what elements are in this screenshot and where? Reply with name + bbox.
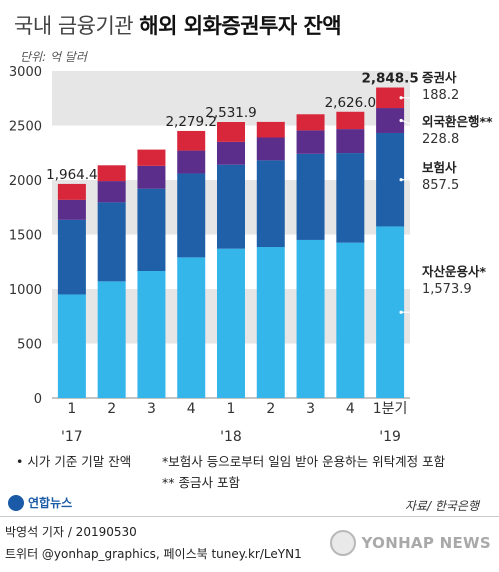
note-asterisk-2: ** 종금사 포함 [162, 475, 240, 490]
bar-segment [137, 149, 166, 166]
bar-segment [336, 111, 365, 130]
yonhap-logo-text: 연합뉴스 [28, 496, 73, 510]
yonhap-watermark-icon [329, 530, 356, 556]
year-label: '18 [220, 429, 242, 445]
legend-connector-dot [399, 310, 403, 314]
y-tick-label: 500 [17, 338, 42, 353]
bar-segment [296, 239, 325, 398]
bar-segment [137, 165, 166, 189]
y-tick-label: 1500 [9, 229, 42, 244]
bar-segment [336, 242, 365, 398]
bar-segment [336, 153, 365, 243]
legend-connector-dot [399, 96, 403, 100]
credit-line-2: 트위터 @yonhap_graphics, 페이스북 tuney.kr/LeYN… [5, 547, 302, 561]
bar-segment [177, 173, 206, 258]
x-tick-label: 1 [67, 401, 76, 417]
source: 자료/ 한국은행 [404, 499, 479, 513]
title-bold: 해외 외화증권투자 잔액 [139, 14, 342, 38]
bar-segment [97, 281, 126, 398]
bar-segment [57, 183, 86, 200]
footer-divider [0, 516, 499, 517]
legend-name: 외국환은행** [422, 114, 493, 129]
yonhap-watermark-text: YONHAP NEWS [361, 534, 491, 552]
bar-segment [97, 181, 126, 203]
legend-connector-dot [399, 178, 403, 182]
bar-segment [97, 202, 126, 282]
x-tick-label: 1분기 [373, 401, 408, 417]
bar-segment [57, 219, 86, 295]
bar-segment [296, 114, 325, 131]
bar-segment [217, 248, 245, 398]
bar-segment [256, 247, 285, 398]
title-light: 국내 금융기관 [14, 14, 134, 38]
legend-connector [401, 119, 419, 128]
bar-segment [296, 130, 325, 154]
x-tick-label: 4 [346, 401, 355, 417]
stacked-bar-chart: 0 500 1000 1500 2000 2500 3000 1 2 3 4 1 2 3 4 1분기 '17 '1… [9, 65, 493, 445]
y-tick-label: 2500 [9, 120, 42, 135]
note-left: • 시가 기준 기말 잔액 [16, 454, 132, 469]
yonhap-logo-icon [8, 494, 24, 511]
legend-name: 보험사 [422, 160, 457, 175]
bar-segment [177, 150, 206, 174]
x-tick-label: 2 [266, 401, 275, 417]
page-title: 국내 금융기관 해외 외화증권투자 잔액 [14, 10, 342, 40]
total-label: 2,531.9 [205, 105, 257, 121]
y-tick-label: 1000 [9, 283, 42, 298]
legend-name: 증권사 [422, 70, 457, 85]
credit-line-1: 박영석 기자 / 20190530 [5, 525, 137, 539]
bar-segment [376, 108, 405, 133]
legend-value: 1,573.9 [422, 282, 472, 297]
bar-segment [256, 121, 285, 138]
bar-segment [57, 199, 86, 220]
bar-segment [296, 153, 325, 240]
x-tick-label: 4 [187, 401, 196, 417]
yonhap-watermark: YONHAP NEWS [329, 530, 491, 556]
total-label: 2,848.5 [361, 71, 418, 87]
legend-value: 857.5 [422, 178, 459, 193]
bar-segment [376, 87, 405, 109]
legend-connector-dot [399, 118, 403, 123]
y-tick-label: 3000 [9, 65, 42, 80]
y-tick-label: 2000 [9, 174, 42, 189]
bar-segment [57, 294, 86, 398]
bar-segment [376, 226, 405, 398]
bar-segment [256, 137, 285, 161]
x-tick-label: 2 [107, 401, 116, 417]
yonhap-logo: 연합뉴스 [8, 494, 72, 511]
bar-segment [177, 130, 206, 151]
note-asterisk-1: *보험사 등으로부터 일임 받아 운용하는 위탁계정 포함 [162, 454, 446, 469]
legend-value: 228.8 [422, 132, 459, 147]
x-tick-label: 3 [306, 401, 315, 417]
bar-segment [217, 122, 245, 142]
x-tick-label: 1 [227, 401, 236, 417]
legend-name: 자산운용사* [422, 264, 487, 279]
legend-value: 188.2 [422, 88, 459, 103]
bar-segment [137, 271, 166, 398]
total-label: 2,626.0 [325, 95, 377, 111]
x-tick-label: 3 [147, 401, 156, 417]
bar-segment [177, 257, 206, 398]
note-right: *보험사 등으로부터 일임 받아 운용하는 위탁계정 포함 ** 종금사 포함 [162, 451, 445, 493]
bar-segment [97, 165, 126, 182]
bar-segment [256, 160, 285, 248]
bar-segment [376, 132, 405, 227]
bar-segment [137, 188, 166, 272]
y-tick-label: 0 [34, 392, 42, 407]
total-label: 1,964.4 [46, 167, 98, 183]
bar-segment [217, 164, 245, 249]
bar-segment [336, 129, 365, 154]
unit-label: 단위: 억 달러 [20, 50, 87, 64]
year-label: '19 [379, 429, 401, 445]
bar-segment [217, 141, 245, 165]
year-label: '17 [61, 429, 83, 445]
total-label: 2,279.2 [165, 114, 217, 130]
